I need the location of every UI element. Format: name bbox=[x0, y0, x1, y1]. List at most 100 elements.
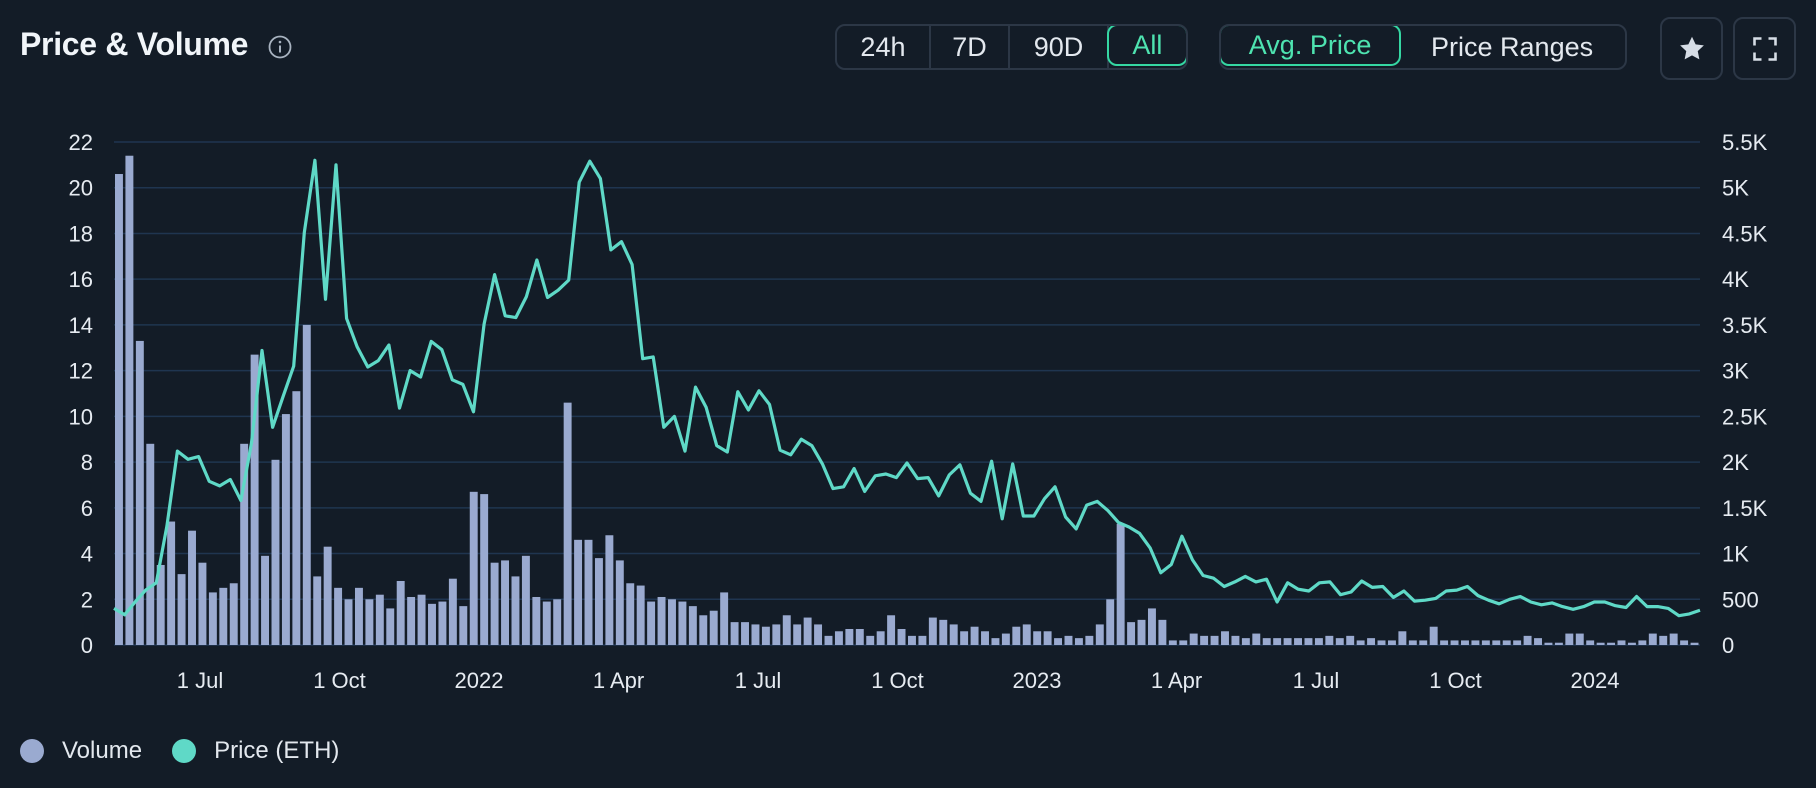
price-line-path bbox=[113, 158, 1701, 618]
volume-bar bbox=[1022, 624, 1031, 645]
volume-bar bbox=[188, 530, 196, 645]
volume-bar bbox=[250, 354, 259, 645]
volume-bar bbox=[1158, 619, 1167, 645]
x-axis-tick-label: 1 Apr bbox=[1151, 668, 1202, 693]
volume-bar bbox=[1429, 626, 1438, 645]
volume-bar bbox=[1502, 640, 1511, 645]
left-y-axis: 0 2 4 6 8 10 12 14 16 18 20 22 bbox=[69, 130, 93, 658]
left-axis-tick-label: 6 bbox=[81, 496, 93, 521]
volume-bar bbox=[459, 606, 468, 645]
volume-bar bbox=[334, 587, 343, 645]
volume-bar bbox=[688, 606, 697, 645]
x-axis-tick-label: 1 Oct bbox=[871, 668, 924, 693]
x-axis-tick-label: 1 Jul bbox=[735, 668, 781, 693]
volume-bar bbox=[208, 592, 217, 645]
left-axis-tick-label: 16 bbox=[69, 267, 93, 292]
legend-item-price[interactable]: Price (ETH) bbox=[172, 737, 339, 765]
volume-bar bbox=[375, 594, 384, 645]
volume-bar bbox=[1012, 626, 1021, 645]
volume-bar bbox=[480, 494, 489, 645]
time-range-selector: 24h 7D 90D All bbox=[835, 24, 1188, 70]
volume-bar bbox=[793, 624, 802, 645]
chart-title: Price & Volume bbox=[20, 26, 249, 62]
volume-bar bbox=[1596, 642, 1605, 645]
volume-bar bbox=[1648, 633, 1657, 645]
volume-bar bbox=[1304, 638, 1313, 645]
mode-tab-price-ranges[interactable]: Price Ranges bbox=[1431, 31, 1594, 62]
volume-bar bbox=[1669, 633, 1678, 645]
volume-bar bbox=[501, 560, 509, 645]
volume-bar bbox=[668, 599, 676, 645]
volume-bar bbox=[1064, 635, 1073, 645]
volume-bar bbox=[761, 626, 770, 645]
fullscreen-button[interactable] bbox=[1733, 17, 1796, 80]
volume-bar bbox=[1387, 640, 1396, 645]
volume-bar bbox=[125, 155, 134, 645]
volume-bar bbox=[428, 603, 436, 645]
right-axis-tick-label: 500 bbox=[1722, 587, 1759, 612]
legend-swatch-volume bbox=[20, 739, 44, 763]
right-axis-tick-label: 1.5K bbox=[1722, 496, 1768, 521]
volume-bar bbox=[1116, 523, 1125, 645]
range-tab-24h[interactable]: 24h bbox=[837, 26, 931, 68]
right-axis-tick-label: 4K bbox=[1722, 267, 1749, 292]
volume-bar bbox=[313, 576, 322, 645]
x-axis-tick-label: 1 Oct bbox=[313, 668, 366, 693]
volume-bar bbox=[365, 599, 374, 645]
volume-bar bbox=[490, 562, 499, 645]
volume-bar bbox=[594, 558, 603, 645]
volume-bar bbox=[1262, 638, 1271, 645]
volume-bar bbox=[1200, 635, 1209, 645]
volume-bar bbox=[626, 583, 635, 645]
volume-bars bbox=[115, 155, 1699, 645]
volume-bar bbox=[1659, 635, 1668, 645]
range-tab-all[interactable]: All bbox=[1106, 26, 1186, 66]
volume-bar bbox=[1575, 633, 1584, 645]
volume-bar bbox=[553, 599, 562, 645]
mode-tab-avg-price[interactable]: Avg. Price bbox=[1221, 26, 1402, 66]
volume-bar bbox=[396, 580, 405, 645]
right-axis-tick-label: 1K bbox=[1722, 542, 1749, 567]
volume-bar bbox=[1513, 640, 1522, 645]
volume-bar bbox=[1471, 640, 1480, 645]
volume-bar bbox=[1325, 635, 1334, 645]
volume-bar bbox=[1085, 635, 1094, 645]
range-tab-7d[interactable]: 7D bbox=[931, 26, 1011, 68]
volume-bar bbox=[219, 587, 228, 645]
volume-bar bbox=[709, 610, 718, 645]
volume-bar bbox=[1252, 633, 1261, 645]
right-axis-tick-label: 3.5K bbox=[1722, 313, 1768, 338]
favorite-button[interactable] bbox=[1660, 17, 1723, 80]
volume-bar bbox=[1419, 640, 1428, 645]
volume-bar bbox=[1043, 631, 1052, 645]
x-axis-tick-label: 2022 bbox=[455, 668, 504, 693]
volume-bar bbox=[960, 631, 969, 645]
legend-item-volume[interactable]: Volume bbox=[20, 737, 142, 765]
volume-bar bbox=[1690, 642, 1699, 645]
volume-bar bbox=[1544, 642, 1553, 645]
x-axis-tick-label: 2023 bbox=[1013, 668, 1062, 693]
volume-bar bbox=[1367, 638, 1376, 645]
volume-bar bbox=[302, 324, 311, 645]
volume-bar bbox=[981, 631, 989, 645]
volume-bar bbox=[1314, 638, 1323, 645]
legend-label-price: Price (ETH) bbox=[214, 737, 340, 764]
volume-bar bbox=[1638, 640, 1647, 645]
volume-bar bbox=[1398, 631, 1407, 645]
volume-bar bbox=[1033, 631, 1042, 645]
right-axis-tick-label: 2.5K bbox=[1722, 404, 1768, 429]
volume-bar bbox=[532, 596, 541, 645]
left-axis-tick-label: 0 bbox=[81, 633, 93, 658]
volume-bar bbox=[135, 340, 144, 645]
left-axis-tick-label: 8 bbox=[81, 450, 93, 475]
volume-bar bbox=[1492, 640, 1501, 645]
volume-bar bbox=[636, 585, 645, 645]
right-axis-tick-label: 0 bbox=[1722, 633, 1734, 658]
volume-bar bbox=[908, 635, 916, 645]
volume-bar bbox=[292, 391, 301, 645]
volume-bar bbox=[1168, 640, 1177, 645]
right-axis-tick-label: 3K bbox=[1722, 359, 1749, 384]
volume-bar bbox=[542, 601, 551, 645]
volume-bar bbox=[824, 635, 833, 645]
info-circle-icon[interactable] bbox=[268, 35, 292, 59]
